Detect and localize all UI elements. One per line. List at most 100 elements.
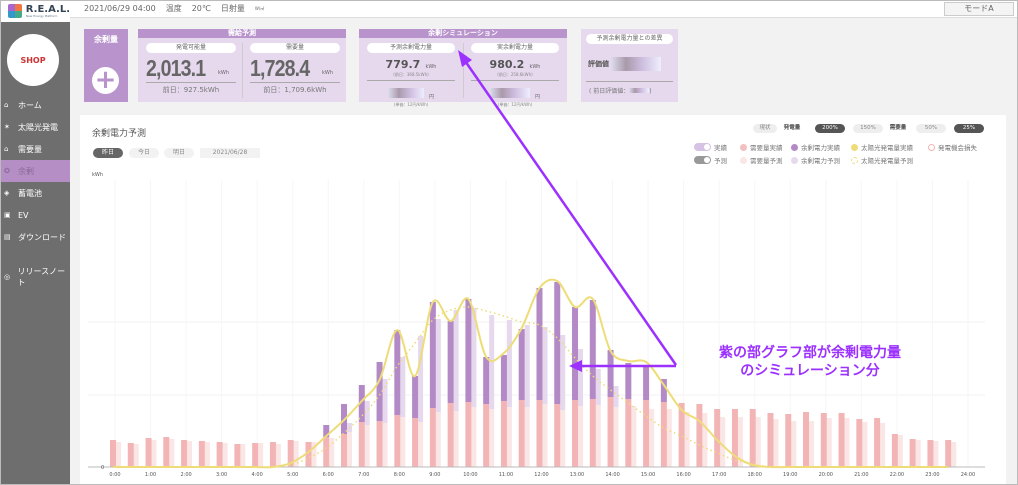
yesterday-button[interactable]: 昨日 [93, 148, 123, 158]
demand-actual-bar [572, 400, 579, 467]
gen-150-button[interactable]: 150% [853, 124, 883, 133]
legend-demand-actual[interactable]: 需要量実績 [740, 142, 783, 152]
dem-unit: kWh [322, 70, 334, 76]
demand-actual-bar [181, 440, 188, 467]
solar-label: 日射量 [220, 4, 245, 13]
sidebar-item-0[interactable]: ⌂ ホーム [0, 94, 70, 116]
legend-label: 太陽光発電量実績 [861, 144, 913, 152]
demand-forecast-bar [187, 441, 193, 467]
demand-actual-bar [447, 403, 454, 467]
annotation-line-2: のシミュレーション分 [740, 363, 880, 379]
surplus-forecast-bar [471, 308, 477, 407]
sun-icon: ✶ [4, 123, 10, 131]
demand-forecast-bar [222, 443, 228, 467]
surplus-forecast-bar [524, 325, 530, 407]
dem-50-button[interactable]: 50% [916, 124, 946, 133]
demand-forecast-bar [293, 441, 299, 467]
demand-forecast-bar [418, 422, 424, 467]
add-button[interactable]: + [92, 67, 119, 94]
legend-demand-forecast[interactable]: 需要量予測 [740, 155, 783, 165]
sidebar-item-3[interactable]: ✪ 余剰 [0, 160, 70, 182]
legend-surplus-actual[interactable]: 余剰電力実績 [791, 142, 840, 152]
demand-forecast-bar [258, 443, 264, 467]
pred-label: 予測余剰電力量 [367, 43, 455, 53]
logo[interactable]: R.E.A.L. New Energy Platform [0, 0, 70, 22]
demand-forecast-bar [631, 406, 637, 467]
x-tick-label: 10:00 [463, 472, 477, 478]
surplus-forecast-bar [435, 319, 441, 412]
x-tick-label: 11:00 [499, 472, 513, 478]
legend-solar-forecast[interactable]: 太陽光発電量予測 [851, 155, 913, 165]
legend-solar-actual[interactable]: 太陽光発電量実績 [851, 142, 913, 152]
sidebar-item-1[interactable]: ✶ 太陽光発電 [0, 116, 70, 138]
gen-label: 発電可能量 [146, 43, 236, 53]
x-tick-label: 19:00 [783, 472, 797, 478]
surplus-card-title: 余剰量 [94, 35, 118, 44]
toggle-icon[interactable] [694, 156, 711, 164]
surplus-forecast-bar [542, 327, 548, 404]
dem-25-button[interactable]: 25% [954, 124, 984, 133]
x-tick-label: 16:00 [676, 472, 690, 478]
surplus-forecast-bar [578, 349, 584, 406]
home-icon: ⌂ [4, 101, 9, 109]
demand-forecast-bar [578, 406, 584, 467]
demand-actual-bar [678, 403, 685, 467]
demand-forecast-bar [347, 432, 353, 467]
date-input[interactable]: 2021/06/28 [200, 148, 260, 158]
demand-actual-bar [394, 415, 401, 467]
sidebar-item-6[interactable]: ▤ ダウンロード [0, 226, 70, 248]
x-tick-label: 9:00 [429, 472, 440, 478]
toggle-icon[interactable] [694, 143, 711, 151]
demand-forecast-bar [897, 435, 903, 467]
demand-actual-bar [607, 397, 614, 467]
surplus-actual-bar [536, 288, 543, 400]
demand-actual-bar [803, 412, 810, 467]
act-unit: kWh [529, 64, 541, 70]
demand-actual-bar [767, 413, 774, 467]
demand-forecast-bar [542, 404, 548, 467]
current-button[interactable]: 現状 [753, 124, 777, 133]
today-button[interactable]: 今日 [129, 148, 159, 158]
legend-surplus-forecast[interactable]: 余剰電力予測 [791, 155, 840, 165]
demand-actual-bar [518, 400, 525, 467]
gen-200-button[interactable]: 200% [815, 124, 845, 133]
surplus-forecast-bar [364, 401, 370, 425]
surplus-actual-bar [358, 385, 365, 422]
demand-forecast-bar [400, 417, 406, 467]
legend-loss[interactable]: 発電機会損失 [928, 142, 977, 152]
mode-select[interactable]: モードA [944, 2, 1014, 16]
sidebar-item-7[interactable]: ◎ リリースノート [0, 266, 70, 288]
x-tick-label: 22:00 [890, 472, 904, 478]
demand-actual-bar [696, 404, 703, 467]
demand-actual-bar [785, 414, 792, 467]
forecast-toggle[interactable]: 予測 [694, 155, 727, 165]
surplus-actual-bar [589, 300, 596, 399]
legend-label: 太陽光発電量予測 [861, 157, 913, 165]
legend-label: 需要量予測 [750, 157, 783, 165]
surplus-icon: ✪ [4, 167, 10, 175]
demand-forecast-bar [560, 410, 566, 467]
surplus-forecast-bar [400, 357, 406, 417]
legend-label: 需要量実績 [750, 144, 783, 152]
sidebar-item-5[interactable]: ▣ EV [0, 204, 70, 226]
demand-actual-bar [536, 400, 543, 467]
x-tick-label: 1:00 [145, 472, 156, 478]
eval-title: 予測余剰電力量との差異 [586, 34, 673, 44]
actual-toggle[interactable]: 実績 [694, 142, 727, 152]
sidebar-item-label: ダウンロード [18, 232, 66, 242]
annotation-arrowhead-icon [569, 360, 582, 372]
x-tick-label: 13:00 [570, 472, 584, 478]
sidebar-item-label: リリースノート [17, 267, 66, 287]
demand-forecast-bar [791, 421, 797, 467]
gen-unit: kWh [218, 70, 230, 76]
sidebar-item-2[interactable]: ⌂ 需要量 [0, 138, 70, 160]
sidebar-item-4[interactable]: ◈ 蓄電池 [0, 182, 70, 204]
demand-forecast-bar [755, 417, 761, 467]
demand-forecast-bar [116, 442, 121, 467]
annotation-arrow-line [461, 57, 678, 366]
surplus-actual-bar [500, 355, 507, 401]
toggle-label: 予測 [714, 157, 727, 165]
tomorrow-button[interactable]: 明日 [164, 148, 194, 158]
demand-actual-bar [269, 442, 276, 467]
demand-actual-bar [891, 434, 898, 467]
